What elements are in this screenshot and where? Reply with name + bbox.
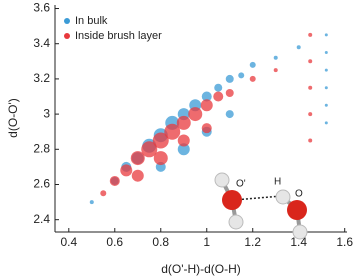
point: [141, 141, 158, 158]
point: [238, 72, 245, 79]
y-tick-label: 3: [43, 106, 50, 120]
hydrogen-atom: [214, 172, 230, 188]
x-tick-label: 1.6: [336, 235, 353, 249]
point: [201, 123, 212, 134]
atom-label: H: [274, 177, 281, 188]
point: [225, 74, 234, 83]
point: [109, 175, 120, 186]
point: [296, 45, 301, 50]
point: [176, 115, 191, 130]
point: [308, 138, 313, 143]
y-tick-label: 3.6: [33, 1, 50, 15]
point: [273, 68, 278, 73]
point: [225, 88, 234, 97]
point: [164, 123, 181, 140]
point: [188, 107, 203, 122]
legend-label: In bulk: [75, 15, 108, 27]
point: [324, 51, 328, 55]
hydrogen-bond: [233, 195, 283, 201]
point: [177, 143, 190, 156]
oxygen-atom: [222, 190, 242, 210]
point: [89, 200, 94, 205]
point: [308, 85, 313, 90]
point: [273, 55, 278, 60]
legend-marker: [64, 33, 70, 39]
x-tick-label: 1.2: [244, 235, 261, 249]
point: [100, 190, 107, 197]
point: [130, 151, 145, 166]
point: [308, 112, 313, 117]
legend-label: Inside brush layer: [75, 30, 162, 42]
y-tick-label: 3.2: [33, 71, 50, 85]
legend-marker: [64, 18, 70, 24]
y-tick-label: 2.6: [33, 177, 50, 191]
point: [249, 61, 256, 68]
oxygen-atom: [287, 200, 307, 220]
hydrogen-atom: [228, 214, 244, 230]
atom-label: O: [295, 189, 303, 200]
atom-label: O': [236, 179, 246, 190]
point: [225, 110, 234, 119]
point: [200, 99, 213, 112]
hydrogen-atom: [275, 189, 291, 205]
molecule: O' H O: [214, 172, 308, 240]
y-axis-label: d(O-O'): [6, 98, 20, 138]
point: [152, 132, 169, 149]
point: [308, 59, 313, 64]
point: [214, 83, 223, 92]
point: [308, 32, 313, 37]
hydrogen-atom: [292, 224, 308, 240]
point: [249, 75, 256, 82]
x-tick-label: 0.8: [152, 235, 169, 249]
point: [324, 68, 328, 72]
point: [213, 91, 224, 102]
point: [177, 134, 190, 147]
point: [324, 121, 328, 125]
y-tick-label: 3.4: [33, 36, 50, 50]
y-tick-label: 2.4: [33, 212, 50, 226]
point: [201, 91, 212, 102]
x-tick-label: 0.6: [106, 235, 123, 249]
point: [324, 33, 328, 37]
y-tick-label: 2.8: [33, 141, 50, 155]
point: [324, 103, 328, 107]
x-axis-label: d(O'-H)-d(O-H): [161, 262, 241, 276]
x-tick-label: 0.4: [60, 235, 77, 249]
plot: 0.4 0.6 0.8 1 1.2 1.4 1.62.42.62.833.23.43.6In…: [33, 1, 353, 249]
point: [120, 164, 133, 177]
x-tick-label: 1: [203, 235, 210, 249]
point: [131, 169, 144, 182]
point: [324, 86, 328, 90]
point: [153, 151, 168, 166]
